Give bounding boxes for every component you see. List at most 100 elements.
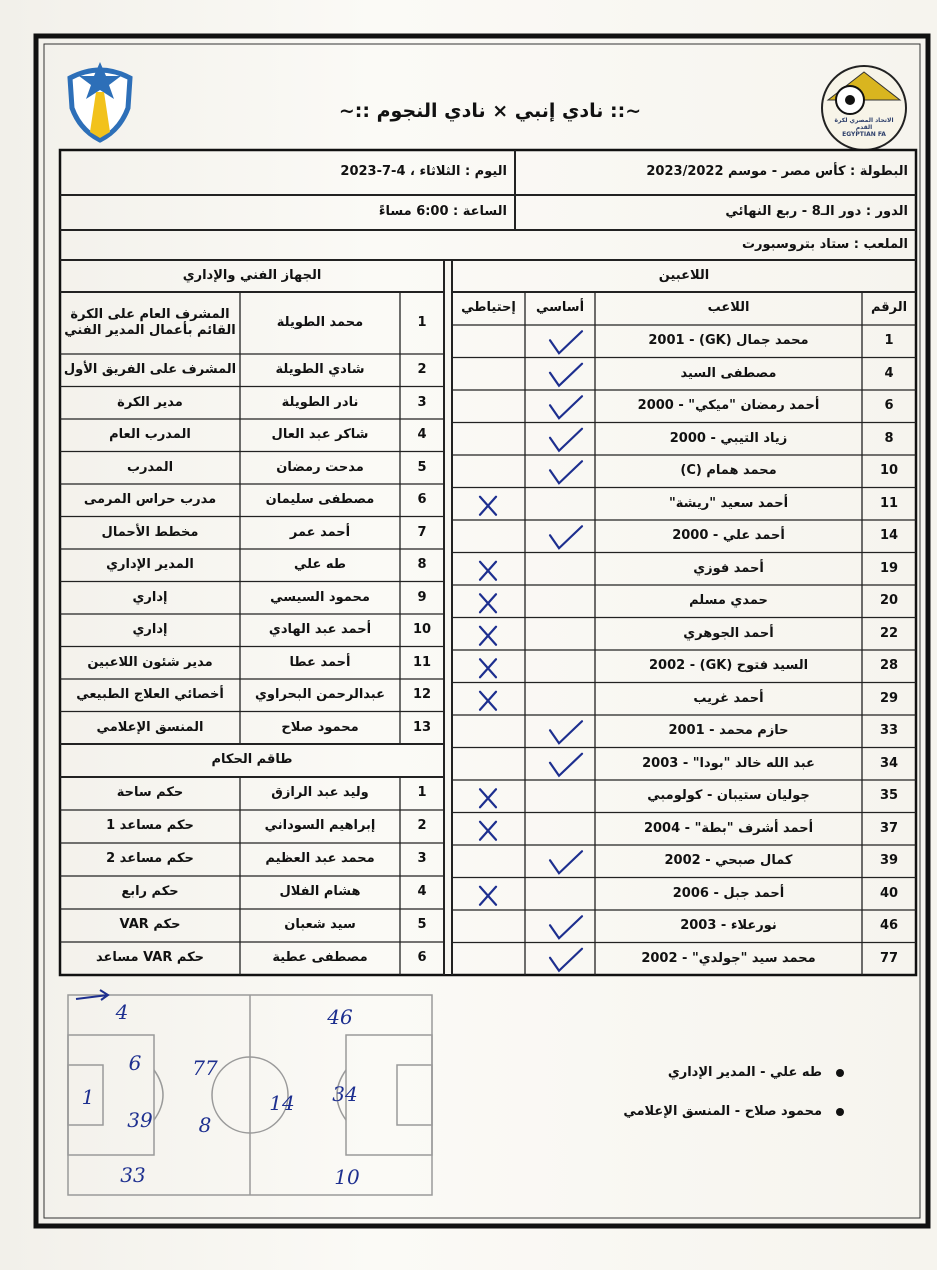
referee-number: 2 <box>417 818 427 834</box>
referee-role: حكم مساعد 2 <box>106 851 194 867</box>
starter-check <box>548 330 584 355</box>
player-name: نورعلاء - 2003 <box>680 918 777 934</box>
player-number: 35 <box>879 788 899 804</box>
player-number: 28 <box>879 658 899 674</box>
starter-check <box>548 915 584 940</box>
player-name: زياد التيبي - 2000 <box>669 430 788 446</box>
staff-role: مدرب حراس المرمى <box>83 492 217 508</box>
staff-number: 12 <box>412 687 432 703</box>
player-number: 77 <box>879 950 899 966</box>
staff-name: محمود صلاح <box>281 719 359 735</box>
staff-number: 9 <box>417 589 427 605</box>
staff-role: المدرب <box>126 459 174 475</box>
staff-role: المدير الإداري <box>106 557 194 573</box>
player-number: 34 <box>879 755 899 771</box>
match-title: ~:: نادي إنبي × نادي النجوم ::~ <box>338 100 642 123</box>
substitute-cross <box>478 560 498 581</box>
section-heading: الجهاز الفني والإداري <box>182 267 322 283</box>
staff-number: 1 <box>417 314 427 330</box>
player-name: أحمد جبل - 2006 <box>672 885 785 901</box>
referee-number: 5 <box>417 917 427 933</box>
staff-name: طه علي <box>294 557 346 573</box>
staff-name: نادر الطويلة <box>281 394 359 410</box>
referee-name: إبراهيم السوداني <box>264 818 376 834</box>
player-number: 1 <box>884 333 894 349</box>
staff-role: مخطط الأحمال <box>101 524 199 540</box>
formation-number: 8 <box>198 1112 212 1137</box>
staff-number: 10 <box>412 622 432 638</box>
staff-role: أخصائي العلاج الطبيعي <box>76 687 224 703</box>
bullet <box>836 1069 844 1077</box>
player-name: أحمد علي - 2000 <box>672 528 785 544</box>
column-header: أساسي <box>535 300 585 316</box>
round: الدور : دور الـ8 - ربع النهائي <box>725 204 908 220</box>
player-name: أحمد الجوهري <box>683 625 774 641</box>
referee-role: حكم مساعد 1 <box>106 818 194 834</box>
staff-number: 11 <box>412 654 432 670</box>
player-number: 22 <box>879 625 899 641</box>
referee-name: محمد عبد العظيم <box>265 851 375 867</box>
formation-number: 77 <box>192 1055 218 1080</box>
formation-number: 34 <box>332 1081 358 1106</box>
player-name: جوليان ستيبان - كولومبي <box>647 788 810 804</box>
staff-role: المشرف على الفريق الأول <box>63 362 237 378</box>
formation-number: 46 <box>327 1004 353 1029</box>
player-name: أحمد فوزي <box>693 560 764 576</box>
staff-role: مدير شئون اللاعبين <box>87 654 213 670</box>
player-name: محمد همام (C) <box>680 463 777 479</box>
referee-number: 6 <box>417 950 427 966</box>
staff-role: المشرف العام على الكرة القائم بأعمال الم… <box>64 306 236 338</box>
player-number: 29 <box>879 690 899 706</box>
player-name: السيد فتوح (GK) - 2002 <box>648 658 809 674</box>
starter-check <box>548 427 584 453</box>
fa-logo-text: EGYPTIAN FA <box>842 131 886 139</box>
substitute-cross <box>478 625 498 646</box>
player-number: 40 <box>879 885 899 901</box>
staff-role: إداري <box>132 589 168 605</box>
fa-logo-text: الاتحاد المصري لكرة القدم <box>834 116 894 132</box>
referee-name: مصطفى عطية <box>272 950 368 966</box>
formation-number: 33 <box>120 1162 146 1187</box>
referee-name: هشام الفلال <box>279 884 361 900</box>
starter-check <box>548 850 584 875</box>
player-number: 20 <box>879 593 899 609</box>
column-header: إحتياطي <box>461 300 516 316</box>
player-number: 46 <box>879 918 899 934</box>
staff-number: 4 <box>417 427 427 443</box>
substitute-cross <box>478 788 498 809</box>
section-heading: اللاعبين <box>658 267 710 283</box>
formation-number: 1 <box>81 1084 95 1109</box>
player-number: 8 <box>884 430 894 446</box>
page-border-inner <box>43 43 921 1219</box>
competition: البطولة : كأس مصر - موسم 2023/2022 <box>646 164 908 180</box>
player-name: عبد الله خالد "بودا" - 2003 <box>642 755 815 771</box>
player-number: 11 <box>879 495 899 511</box>
staff-number: 3 <box>417 394 427 410</box>
substitute-cross <box>478 495 498 516</box>
page-border <box>33 33 931 1229</box>
staff-name: مدحت رمضان <box>276 459 364 475</box>
player-number: 37 <box>879 820 899 836</box>
substitute-cross <box>478 593 498 614</box>
referee-role: حكم VAR مساعد <box>96 950 204 966</box>
formation-number: 10 <box>334 1164 360 1189</box>
formation-number: 14 <box>269 1090 295 1115</box>
player-name: أحمد سعيد "ريشة" <box>668 495 789 511</box>
match-day: اليوم : الثلاثاء ، 4-7-2023 <box>340 164 507 180</box>
staff-name: شاكر عبد العال <box>271 427 369 443</box>
player-name: محمد جمال (GK) - 2001 <box>648 333 809 349</box>
player-number: 39 <box>879 853 899 869</box>
staff-name: عبدالرحمن البحراوي <box>255 687 385 703</box>
player-name: حازم محمد - 2001 <box>668 723 789 739</box>
player-number: 10 <box>879 463 899 479</box>
column-header: الرقم <box>870 300 908 316</box>
substitute-cross <box>478 658 498 679</box>
substitute-cross <box>478 885 498 906</box>
note: طه علي - المدير الإداري <box>667 1064 822 1080</box>
staff-number: 8 <box>417 557 427 573</box>
formation-number: 4 <box>115 999 129 1024</box>
player-name: أحمد رمضان "ميكي" - 2000 <box>637 398 820 414</box>
column-header: اللاعب <box>707 300 750 316</box>
